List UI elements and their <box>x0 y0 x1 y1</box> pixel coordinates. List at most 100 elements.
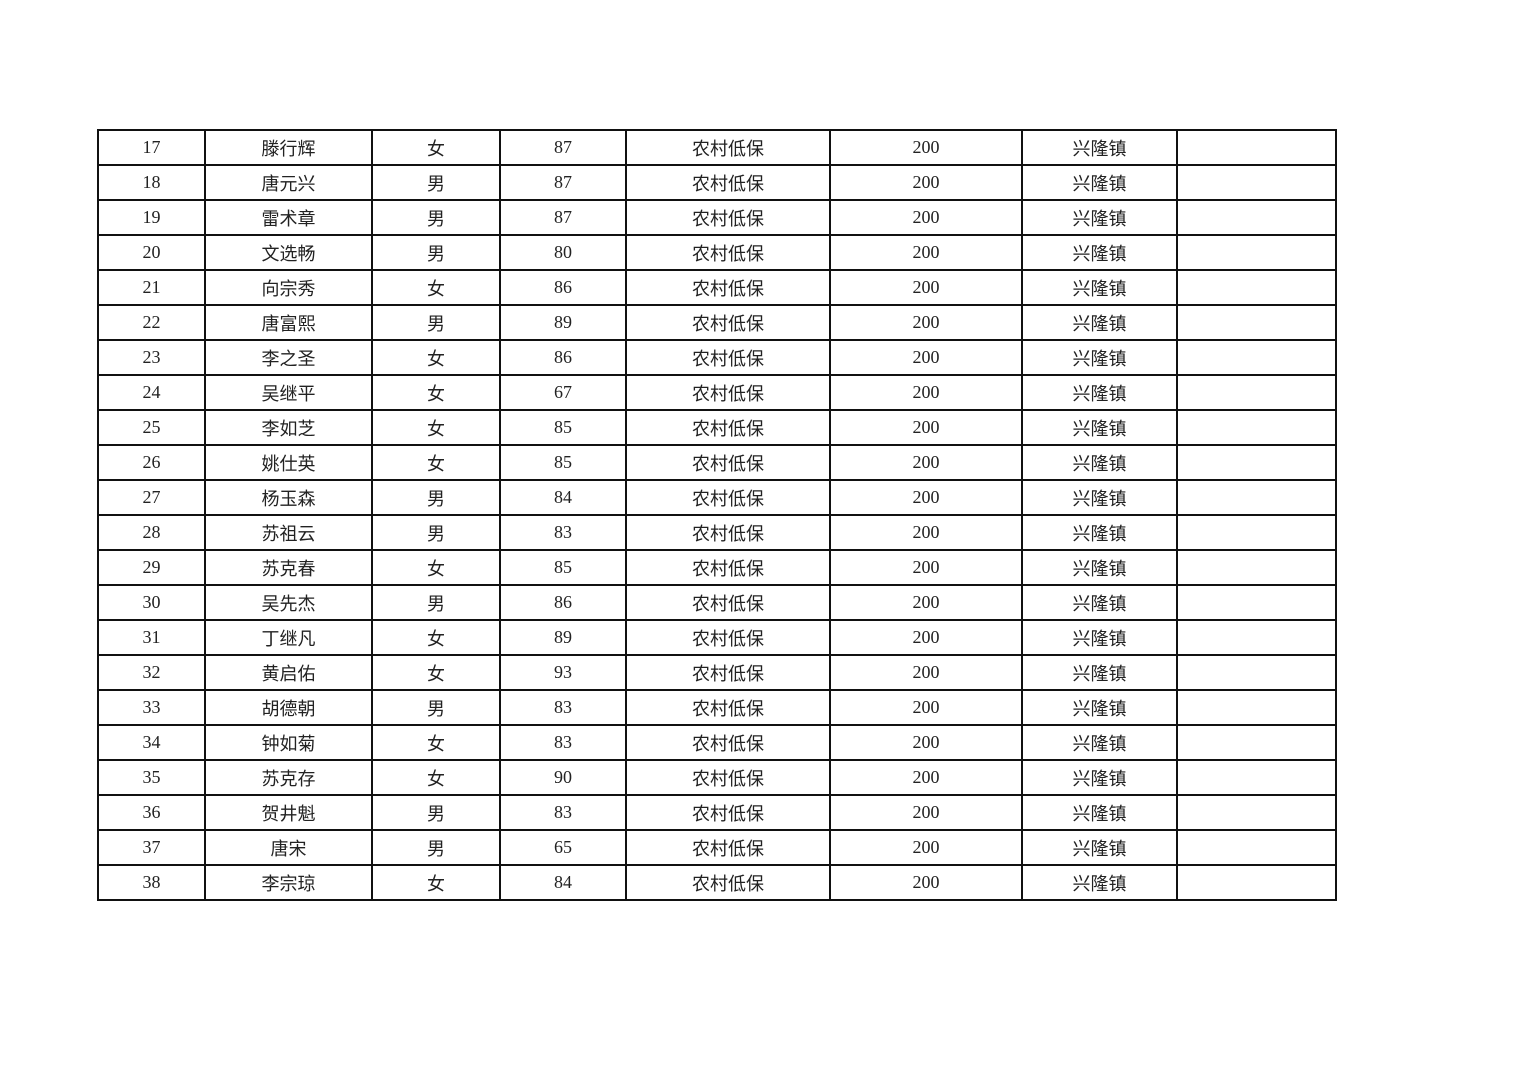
cell-category: 农村低保 <box>625 304 831 341</box>
cell-age: 84 <box>499 479 627 516</box>
cell-index: 36 <box>97 794 206 831</box>
table-row: 19 雷术章男 87 农村低保 200 兴隆镇 <box>97 199 1337 236</box>
cell-remarks <box>1176 269 1337 306</box>
cell-town: 兴隆镇 <box>1021 374 1178 411</box>
cell-index: 18 <box>97 164 206 201</box>
cell-index: 21 <box>97 269 206 306</box>
table-row: 20 文选畅男 80 农村低保 200 兴隆镇 <box>97 234 1337 271</box>
cell-index: 28 <box>97 514 206 551</box>
cell-category: 农村低保 <box>625 409 831 446</box>
cell-category: 农村低保 <box>625 444 831 481</box>
cell-age: 85 <box>499 444 627 481</box>
cell-town: 兴隆镇 <box>1021 234 1178 271</box>
cell-amount: 200 <box>829 444 1023 481</box>
cell-name: 钟如菊 <box>204 724 373 761</box>
cell-category: 农村低保 <box>625 654 831 691</box>
cell-name: 贺井魁 <box>204 794 373 831</box>
cell-gender: 女 <box>371 339 501 376</box>
beneficiary-table: 17 滕行辉女 87 农村低保 200 兴隆镇 18 唐元兴男 87 农村低保 200 兴隆镇 19 雷术… <box>97 129 1337 901</box>
cell-town: 兴隆镇 <box>1021 619 1178 656</box>
cell-age: 86 <box>499 339 627 376</box>
cell-name: 李宗琼 <box>204 864 373 901</box>
cell-remarks <box>1176 409 1337 446</box>
cell-category: 农村低保 <box>625 479 831 516</box>
cell-town: 兴隆镇 <box>1021 199 1178 236</box>
cell-gender: 男 <box>371 164 501 201</box>
cell-name: 李如芝 <box>204 409 373 446</box>
table-row: 18 唐元兴男 87 农村低保 200 兴隆镇 <box>97 164 1337 201</box>
cell-amount: 200 <box>829 129 1023 166</box>
cell-index: 27 <box>97 479 206 516</box>
cell-name: 吴继平 <box>204 374 373 411</box>
cell-category: 农村低保 <box>625 269 831 306</box>
cell-category: 农村低保 <box>625 794 831 831</box>
cell-amount: 200 <box>829 759 1023 796</box>
cell-age: 86 <box>499 584 627 621</box>
cell-name: 滕行辉 <box>204 129 373 166</box>
cell-remarks <box>1176 829 1337 866</box>
cell-name: 丁继凡 <box>204 619 373 656</box>
cell-category: 农村低保 <box>625 724 831 761</box>
cell-name: 向宗秀 <box>204 269 373 306</box>
cell-name: 胡德朝 <box>204 689 373 726</box>
cell-town: 兴隆镇 <box>1021 584 1178 621</box>
cell-town: 兴隆镇 <box>1021 409 1178 446</box>
cell-category: 农村低保 <box>625 129 831 166</box>
cell-remarks <box>1176 584 1337 621</box>
cell-index: 23 <box>97 339 206 376</box>
cell-category: 农村低保 <box>625 864 831 901</box>
cell-age: 85 <box>499 409 627 446</box>
cell-name: 杨玉森 <box>204 479 373 516</box>
cell-age: 93 <box>499 654 627 691</box>
cell-index: 20 <box>97 234 206 271</box>
cell-town: 兴隆镇 <box>1021 794 1178 831</box>
cell-age: 83 <box>499 724 627 761</box>
cell-amount: 200 <box>829 409 1023 446</box>
cell-index: 19 <box>97 199 206 236</box>
cell-remarks <box>1176 444 1337 481</box>
cell-amount: 200 <box>829 514 1023 551</box>
cell-amount: 200 <box>829 829 1023 866</box>
cell-index: 34 <box>97 724 206 761</box>
cell-age: 87 <box>499 129 627 166</box>
cell-age: 85 <box>499 549 627 586</box>
cell-town: 兴隆镇 <box>1021 759 1178 796</box>
cell-gender: 男 <box>371 199 501 236</box>
cell-town: 兴隆镇 <box>1021 654 1178 691</box>
cell-gender: 女 <box>371 619 501 656</box>
cell-town: 兴隆镇 <box>1021 724 1178 761</box>
cell-remarks <box>1176 619 1337 656</box>
cell-name: 雷术章 <box>204 199 373 236</box>
cell-category: 农村低保 <box>625 339 831 376</box>
cell-category: 农村低保 <box>625 234 831 271</box>
table-row: 35 苏克存女 90 农村低保 200 兴隆镇 <box>97 759 1337 796</box>
cell-category: 农村低保 <box>625 199 831 236</box>
cell-age: 90 <box>499 759 627 796</box>
cell-name: 姚仕英 <box>204 444 373 481</box>
cell-remarks <box>1176 304 1337 341</box>
cell-age: 84 <box>499 864 627 901</box>
cell-town: 兴隆镇 <box>1021 864 1178 901</box>
cell-amount: 200 <box>829 689 1023 726</box>
cell-age: 83 <box>499 689 627 726</box>
cell-gender: 女 <box>371 864 501 901</box>
cell-amount: 200 <box>829 619 1023 656</box>
cell-amount: 200 <box>829 549 1023 586</box>
cell-category: 农村低保 <box>625 514 831 551</box>
table-row: 34 钟如菊女 83 农村低保 200 兴隆镇 <box>97 724 1337 761</box>
table-row: 28 苏祖云男 83 农村低保 200 兴隆镇 <box>97 514 1337 551</box>
cell-gender: 女 <box>371 549 501 586</box>
cell-remarks <box>1176 164 1337 201</box>
cell-age: 86 <box>499 269 627 306</box>
cell-gender: 女 <box>371 409 501 446</box>
cell-index: 37 <box>97 829 206 866</box>
table-row: 26 姚仕英女 85 农村低保 200 兴隆镇 <box>97 444 1337 481</box>
cell-remarks <box>1176 129 1337 166</box>
cell-amount: 200 <box>829 269 1023 306</box>
cell-gender: 女 <box>371 129 501 166</box>
cell-name: 唐富熙 <box>204 304 373 341</box>
cell-gender: 男 <box>371 794 501 831</box>
cell-gender: 女 <box>371 724 501 761</box>
cell-name: 苏克春 <box>204 549 373 586</box>
cell-gender: 女 <box>371 269 501 306</box>
